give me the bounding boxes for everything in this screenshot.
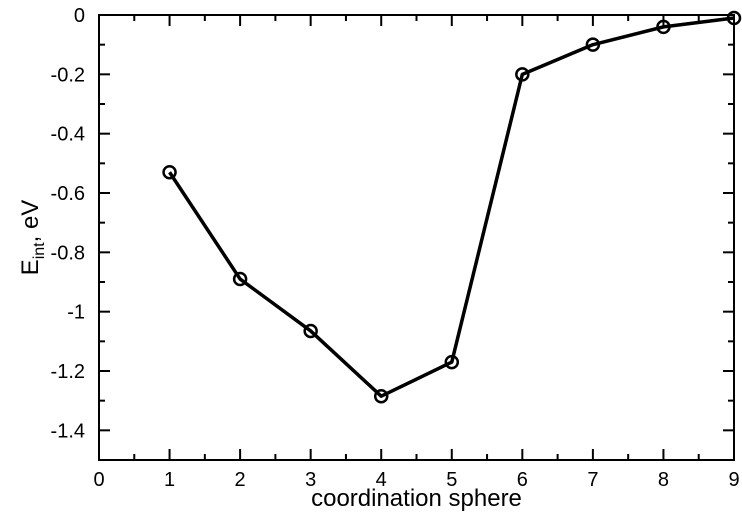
x-tick-label: 2: [235, 469, 246, 491]
series-line: [168, 16, 735, 398]
y-tick-label: -0.6: [51, 183, 85, 205]
x-axis-title: coordination sphere: [311, 485, 522, 512]
y-tick-label: -0.2: [51, 64, 85, 86]
data-point: [585, 37, 601, 52]
x-tick-label: 9: [728, 469, 739, 491]
data-point: [232, 271, 248, 287]
x-tick-label: 0: [93, 469, 104, 491]
y-tick-labels: 0 -0.2 -0.4 -0.6 -0.8 -1 -1.2 -1.4: [51, 5, 85, 442]
y-axis-title-suffix: , eV: [17, 200, 44, 243]
series-layer: [162, 10, 742, 404]
y-axis-title-subscript: int: [31, 242, 48, 259]
data-point: [656, 19, 671, 35]
x-tick-label: 6: [517, 469, 528, 491]
y-tick-label: -0.8: [51, 242, 85, 264]
data-point: [515, 67, 530, 82]
plot-frame: [98, 14, 735, 461]
x-tick-label: 5: [446, 469, 457, 491]
y-axis-title: Eint, eV: [17, 200, 48, 276]
data-point: [303, 323, 318, 339]
y-tick-label: -1.4: [51, 420, 85, 442]
y-tick-label: -1: [67, 302, 85, 324]
x-tick-label: 3: [305, 469, 316, 491]
y-tick-label: 0: [74, 5, 85, 27]
data-point: [373, 388, 389, 404]
x-tick-labels: 0 1 2 3 4 5 6 7 8 9: [93, 469, 739, 491]
y-tick-label: -1.2: [51, 361, 85, 383]
x-tick-label: 1: [164, 469, 175, 491]
y-axis-title-main: E: [17, 259, 44, 275]
x-tick-label: 4: [376, 469, 387, 491]
x-tick-label: 8: [658, 469, 669, 491]
x-tick-label: 7: [587, 469, 598, 491]
data-point: [444, 354, 460, 370]
y-tick-label: -0.4: [51, 124, 85, 146]
major-ticks: [98, 14, 735, 460]
minor-ticks: [99, 15, 734, 461]
data-point: [162, 164, 177, 180]
